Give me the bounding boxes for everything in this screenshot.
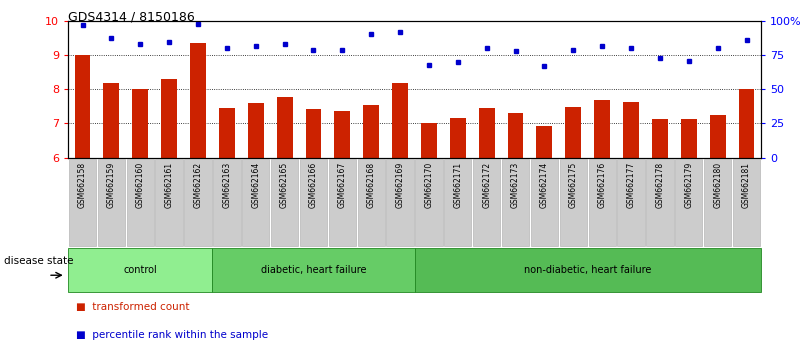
Text: GSM662171: GSM662171 xyxy=(453,162,462,208)
Bar xyxy=(739,89,755,158)
Text: GSM662168: GSM662168 xyxy=(367,162,376,208)
Bar xyxy=(132,89,148,158)
Bar xyxy=(248,103,264,158)
Text: GSM662177: GSM662177 xyxy=(626,162,635,208)
Bar xyxy=(710,115,726,158)
Text: GSM662160: GSM662160 xyxy=(135,162,145,208)
Text: GSM662162: GSM662162 xyxy=(194,162,203,208)
Text: GSM662163: GSM662163 xyxy=(223,162,231,208)
Bar xyxy=(594,100,610,158)
Text: GSM662180: GSM662180 xyxy=(713,162,723,208)
Text: GSM662174: GSM662174 xyxy=(540,162,549,208)
Bar xyxy=(566,108,582,158)
Bar xyxy=(74,55,91,158)
Text: diabetic, heart failure: diabetic, heart failure xyxy=(260,265,366,275)
Bar xyxy=(364,105,379,158)
Bar xyxy=(479,108,495,158)
Text: GSM662178: GSM662178 xyxy=(655,162,664,208)
Text: GSM662170: GSM662170 xyxy=(425,162,433,208)
Bar xyxy=(623,102,639,158)
Text: GSM662164: GSM662164 xyxy=(252,162,260,208)
Bar xyxy=(681,119,697,158)
Bar xyxy=(450,118,465,158)
Text: GSM662169: GSM662169 xyxy=(396,162,405,208)
Text: GSM662166: GSM662166 xyxy=(309,162,318,208)
Text: GSM662158: GSM662158 xyxy=(78,162,87,208)
Text: GDS4314 / 8150186: GDS4314 / 8150186 xyxy=(68,11,195,24)
Bar xyxy=(219,108,235,158)
Text: disease state: disease state xyxy=(4,256,74,266)
Text: GSM662159: GSM662159 xyxy=(107,162,116,208)
Bar xyxy=(652,119,668,158)
Text: GSM662172: GSM662172 xyxy=(482,162,491,208)
Text: GSM662167: GSM662167 xyxy=(338,162,347,208)
Bar xyxy=(190,44,206,158)
Bar xyxy=(392,83,408,158)
Text: GSM662173: GSM662173 xyxy=(511,162,520,208)
Text: ■  transformed count: ■ transformed count xyxy=(76,302,190,312)
Text: control: control xyxy=(123,265,157,275)
Text: GSM662165: GSM662165 xyxy=(280,162,289,208)
Bar xyxy=(334,110,350,158)
Text: GSM662175: GSM662175 xyxy=(569,162,578,208)
Bar xyxy=(508,113,524,158)
Bar xyxy=(421,123,437,158)
Bar xyxy=(276,97,292,158)
Text: GSM662161: GSM662161 xyxy=(165,162,174,208)
Text: ■  percentile rank within the sample: ■ percentile rank within the sample xyxy=(76,330,268,340)
Text: GSM662176: GSM662176 xyxy=(598,162,606,208)
Text: GSM662181: GSM662181 xyxy=(742,162,751,208)
Bar xyxy=(103,82,119,158)
Bar xyxy=(305,109,321,158)
Text: GSM662179: GSM662179 xyxy=(684,162,694,208)
Bar xyxy=(161,79,177,158)
Bar xyxy=(537,126,553,158)
Text: non-diabetic, heart failure: non-diabetic, heart failure xyxy=(524,265,651,275)
